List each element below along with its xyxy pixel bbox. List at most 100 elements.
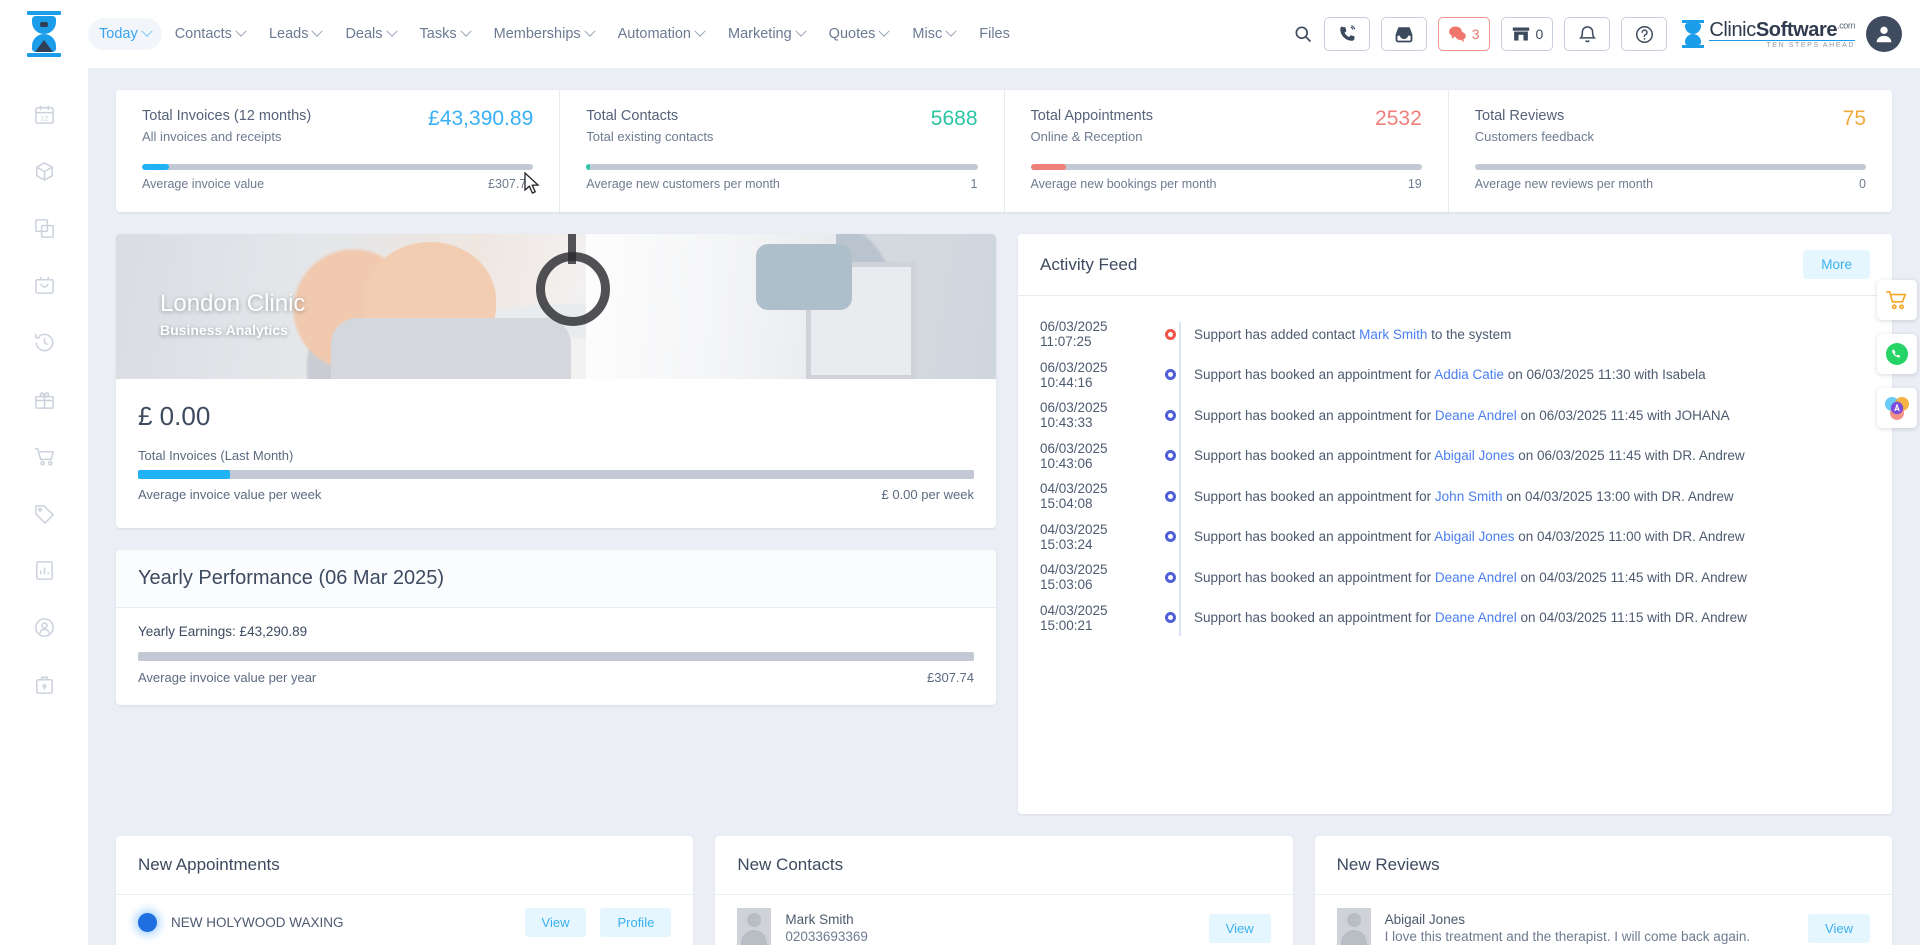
activity-contact-link[interactable]: Abigail Jones (1434, 529, 1515, 545)
yearly-performance-header: Yearly Performance (06 Mar 2025) (116, 550, 996, 608)
nav-item-files[interactable]: Files (968, 18, 1021, 50)
activity-feed-item: 04/03/2025 15:03:06 Support has booked an… (1040, 557, 1870, 598)
activity-contact-link[interactable]: Mark Smith (1359, 326, 1428, 342)
notifications-button[interactable] (1564, 17, 1611, 51)
nav-item-leads[interactable]: Leads (258, 18, 333, 50)
activity-text-post: on 04/03/2025 13:00 with DR. Andrew (1502, 488, 1734, 504)
activity-feed-header: Activity Feed More (1018, 234, 1892, 296)
activity-feed-title: Activity Feed (1040, 254, 1138, 274)
clinic-subtitle: Business Analytics (160, 322, 288, 338)
whatsapp-icon[interactable] (1877, 334, 1917, 374)
activity-feed-item: 04/03/2025 15:03:24 Support has booked an… (1040, 517, 1870, 558)
sidebar-item-security[interactable] (0, 656, 88, 713)
appointment-row: NEW HOLYWOOD WAXING View Profile (116, 895, 693, 945)
activity-dot-icon (1160, 409, 1180, 421)
new-appointments-list: NEW HOLYWOOD WAXINGViewProfileIntimate w… (116, 895, 693, 945)
cart-orange-icon[interactable] (1877, 280, 1917, 320)
main-menu: Today Contacts Leads Deals Tasks Memberships A… (88, 0, 1021, 68)
chevron-down-icon (385, 25, 398, 37)
kpi-card: Total Appointments Online & Reception 2532… (1003, 90, 1448, 212)
activity-contact-link[interactable]: Deane Andrel (1434, 569, 1517, 585)
sidebar-item-packages[interactable] (0, 257, 88, 314)
hero-decor-stethoscope (536, 252, 610, 326)
ai-assistant-icon[interactable] (1877, 388, 1917, 428)
right-floating-toolbar (1874, 280, 1920, 428)
sidebar-item-duplicates[interactable] (0, 200, 88, 257)
store-button[interactable]: 0 (1500, 17, 1554, 51)
yearly-performance-card: Yearly Performance (06 Mar 2025) Yearly … (116, 550, 996, 705)
messages-button[interactable]: 3 (1437, 17, 1490, 51)
activity-feed-more-button[interactable]: More (1803, 250, 1870, 279)
yearly-earnings: Yearly Earnings: £43,290.89 (138, 624, 308, 639)
kpi-value: 75 (1842, 107, 1866, 130)
appointment-profile-button[interactable]: Profile (600, 908, 672, 937)
activity-contact-link[interactable]: John Smith (1434, 488, 1503, 504)
activity-text-pre: Support has booked an appointment for (1194, 529, 1435, 545)
shopping-cart-icon (34, 448, 54, 466)
nav-item-memberships[interactable]: Memberships (483, 18, 605, 50)
sidebar-item-history[interactable] (0, 314, 88, 371)
chevron-down-icon (141, 25, 153, 37)
activity-feed-item: 06/03/2025 11:07:25 Support has added con… (1040, 314, 1870, 355)
user-avatar[interactable] (1866, 16, 1902, 52)
kpi-value: 2532 (1375, 107, 1422, 130)
help-button[interactable] (1621, 17, 1668, 51)
kpi-value: £43,390.89 (428, 107, 534, 130)
sidebar-item-staff[interactable] (0, 599, 88, 656)
brand-name-light: Clinic (1709, 18, 1756, 41)
activity-text-pre: Support has booked an appointment for (1194, 367, 1435, 383)
sidebar-item-reports[interactable] (0, 542, 88, 599)
hero-decor-stethoscope-tube (568, 234, 576, 264)
activity-feed-item: 04/03/2025 15:04:08 Support has booked an… (1040, 476, 1870, 517)
kpi-value: 5688 (930, 107, 978, 130)
app-logo[interactable] (0, 0, 88, 68)
chevron-down-icon (795, 25, 807, 37)
activity-dot-icon (1160, 531, 1180, 543)
new_contacts-view-button[interactable]: View (1208, 913, 1271, 943)
new_reviews-view-button[interactable]: View (1808, 913, 1870, 943)
kpi-foot-label: Average new customers per month (586, 177, 780, 191)
activity-contact-link[interactable]: Abigail Jones (1434, 448, 1515, 464)
activity-feed-list: 06/03/2025 11:07:25 Support has added con… (1018, 296, 1892, 648)
new_reviews-detail: I love this treatment and the therapist.… (1384, 929, 1751, 944)
nav-item-tasks[interactable]: Tasks (409, 18, 481, 50)
last-month-invoices-amount: £ 0.00 (138, 401, 211, 431)
sidebar-item-orders[interactable] (0, 428, 88, 485)
nav-item-label: Tasks (419, 26, 457, 42)
phone-call-button[interactable] (1323, 17, 1370, 51)
nav-item-contacts[interactable]: Contacts (164, 18, 256, 50)
chevron-down-icon (878, 25, 891, 37)
sidebar-item-calendar[interactable]: 12 (0, 86, 88, 143)
nav-item-quotes[interactable]: Quotes (818, 18, 900, 50)
nav-item-misc[interactable]: Misc (901, 18, 966, 50)
sidebar-item-offers[interactable] (0, 485, 88, 542)
inbox-button[interactable] (1380, 17, 1427, 51)
search-icon[interactable] (1293, 24, 1313, 44)
nav-item-automation[interactable]: Automation (607, 18, 715, 50)
clinic-overview-card: London Clinic Business Analytics £ 0.00 … (116, 234, 996, 528)
activity-text: Support has booked an appointment for Ab… (1194, 529, 1745, 544)
activity-contact-link[interactable]: Deane Andrel (1434, 407, 1517, 423)
kpi-subtitle: Total existing contacts (586, 129, 714, 144)
tags-icon (34, 505, 54, 524)
activity-contact-link[interactable]: Deane Andrel (1434, 610, 1517, 626)
appointment-view-button[interactable]: View (524, 908, 587, 937)
sidebar-item-products[interactable] (0, 143, 88, 200)
activity-timeline-line (1179, 322, 1181, 636)
nav-item-label: Deals (345, 26, 383, 42)
kpi-foot-value: £307.74 (488, 177, 534, 191)
chevron-down-icon (945, 25, 957, 37)
kpi-title: Total Contacts (586, 108, 679, 124)
nav-item-deals[interactable]: Deals (334, 18, 406, 50)
nav-item-today[interactable]: Today (88, 18, 162, 50)
activity-text-post: to the system (1427, 326, 1512, 342)
sidebar-item-gift-vouchers[interactable] (0, 371, 88, 428)
nav-item-marketing[interactable]: Marketing (717, 18, 816, 50)
activity-contact-link[interactable]: Addia Catie (1434, 367, 1504, 383)
avg-invoice-week-label: Average invoice value per week (138, 487, 322, 502)
chevron-down-icon (311, 25, 324, 37)
box-icon (35, 162, 53, 181)
activity-timestamp: 06/03/2025 11:07:25 (1040, 319, 1108, 350)
svg-text:12: 12 (40, 115, 48, 122)
clinicsoftware-brand-logo: ClinicSoftware.com TEN STEPS AHEAD (1682, 20, 1855, 49)
